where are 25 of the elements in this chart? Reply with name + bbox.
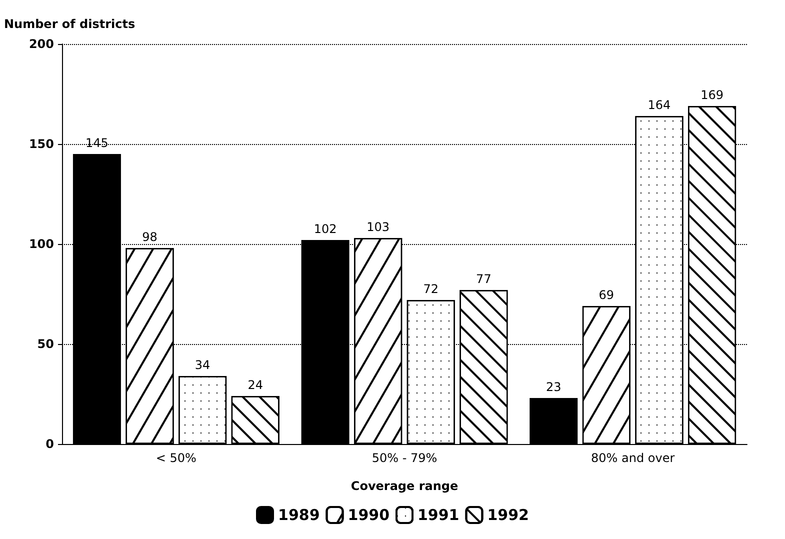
data-label: 164 bbox=[648, 98, 671, 112]
data-label: 69 bbox=[598, 288, 614, 302]
legend-label: 1990 bbox=[348, 506, 390, 524]
legend-label: 1991 bbox=[418, 506, 460, 524]
data-label: 34 bbox=[194, 358, 210, 372]
y-tick-label: 0 bbox=[46, 437, 54, 451]
legend-label: 1992 bbox=[487, 506, 529, 524]
y-tick-label: 50 bbox=[37, 337, 54, 351]
x-tick-label: < 50% bbox=[156, 451, 196, 465]
data-label: 103 bbox=[366, 220, 390, 234]
legend-label: 1989 bbox=[278, 506, 320, 524]
data-label: 102 bbox=[314, 222, 337, 236]
data-label: 23 bbox=[546, 380, 562, 394]
y-tick-label: 100 bbox=[28, 237, 54, 251]
y-axis-title: Number of districts bbox=[4, 17, 136, 31]
y-tick-label: 150 bbox=[28, 137, 54, 151]
data-label: 169 bbox=[700, 88, 724, 102]
x-tick-label: 50% - 79% bbox=[372, 451, 438, 465]
x-axis-title: Coverage range bbox=[350, 479, 458, 493]
y-tick-label: 200 bbox=[28, 37, 54, 51]
data-label: 77 bbox=[476, 272, 492, 286]
x-tick-label: 80% and over bbox=[591, 451, 675, 465]
data-label: 24 bbox=[248, 378, 264, 392]
data-label: 72 bbox=[423, 282, 439, 296]
data-label: 98 bbox=[142, 230, 158, 244]
